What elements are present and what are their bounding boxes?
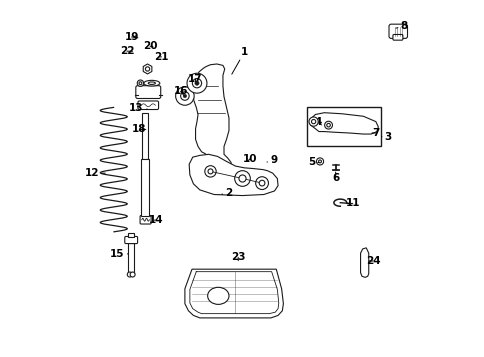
Circle shape xyxy=(187,73,207,93)
Text: 17: 17 xyxy=(188,74,202,84)
Bar xyxy=(128,233,134,237)
Circle shape xyxy=(214,187,221,195)
Circle shape xyxy=(308,117,318,126)
Text: 15: 15 xyxy=(110,249,128,259)
Text: 4: 4 xyxy=(314,117,321,127)
Text: 10: 10 xyxy=(242,154,257,164)
Polygon shape xyxy=(310,113,378,134)
Circle shape xyxy=(324,121,332,129)
Circle shape xyxy=(130,272,135,277)
Text: 21: 21 xyxy=(154,52,168,62)
Text: 22: 22 xyxy=(120,46,134,56)
Circle shape xyxy=(180,92,189,100)
Circle shape xyxy=(195,81,199,85)
Text: 13: 13 xyxy=(129,103,147,113)
Circle shape xyxy=(127,272,132,277)
Polygon shape xyxy=(189,154,277,196)
Text: 19: 19 xyxy=(124,32,138,42)
Text: 1: 1 xyxy=(231,47,247,74)
Text: 7: 7 xyxy=(371,128,378,138)
Text: 20: 20 xyxy=(142,41,157,51)
Circle shape xyxy=(311,120,315,124)
FancyBboxPatch shape xyxy=(140,216,151,224)
Circle shape xyxy=(204,166,216,177)
Text: 5: 5 xyxy=(307,157,318,167)
Text: 16: 16 xyxy=(173,86,187,96)
Ellipse shape xyxy=(144,80,160,86)
Bar xyxy=(128,242,134,273)
Text: 6: 6 xyxy=(332,172,339,183)
Circle shape xyxy=(208,169,212,174)
Circle shape xyxy=(175,87,194,105)
Circle shape xyxy=(255,177,268,190)
Circle shape xyxy=(318,160,321,163)
Text: 14: 14 xyxy=(149,215,164,225)
Polygon shape xyxy=(184,269,283,318)
Text: 24: 24 xyxy=(365,256,380,266)
Text: 12: 12 xyxy=(84,168,105,178)
Circle shape xyxy=(316,158,323,165)
Ellipse shape xyxy=(148,82,155,85)
Text: 2: 2 xyxy=(221,188,232,198)
Circle shape xyxy=(326,124,330,127)
Circle shape xyxy=(234,171,250,186)
Circle shape xyxy=(145,67,150,71)
Circle shape xyxy=(137,80,143,86)
FancyBboxPatch shape xyxy=(392,35,402,40)
Bar xyxy=(142,113,148,159)
Text: 3: 3 xyxy=(381,131,391,141)
Circle shape xyxy=(192,79,201,88)
Circle shape xyxy=(183,94,186,98)
Polygon shape xyxy=(360,248,368,277)
Circle shape xyxy=(239,175,245,182)
Text: 11: 11 xyxy=(345,198,359,208)
FancyBboxPatch shape xyxy=(124,236,137,243)
Text: 9: 9 xyxy=(266,155,277,165)
Text: 23: 23 xyxy=(230,252,245,262)
Bar xyxy=(141,159,149,216)
Ellipse shape xyxy=(207,287,228,305)
FancyBboxPatch shape xyxy=(136,86,160,99)
Circle shape xyxy=(258,180,264,186)
Polygon shape xyxy=(192,64,231,193)
FancyBboxPatch shape xyxy=(137,101,158,110)
Text: 18: 18 xyxy=(132,125,146,135)
Circle shape xyxy=(139,82,141,85)
FancyBboxPatch shape xyxy=(388,24,407,39)
Text: 8: 8 xyxy=(395,21,407,31)
Bar xyxy=(306,107,380,146)
